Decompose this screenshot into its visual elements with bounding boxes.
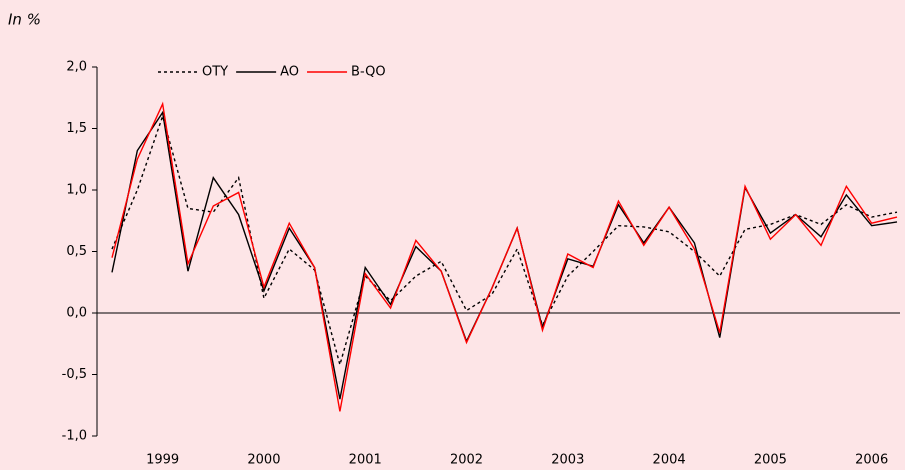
x-tick-label: 2004 [653, 453, 686, 468]
x-tick-label: 2000 [247, 453, 280, 468]
legend-label: AO [280, 65, 299, 80]
unit-label: In % [8, 11, 41, 29]
legend-label: OTY [202, 65, 228, 80]
x-tick-label: 2001 [349, 453, 382, 468]
y-tick-label: 0,0 [66, 306, 87, 321]
x-tick-label: 1999 [146, 453, 179, 468]
y-tick-label: 0,5 [66, 244, 87, 259]
y-tick-label: 1,0 [66, 183, 87, 198]
y-tick-label: 2,0 [66, 60, 87, 75]
line-series [111, 113, 898, 368]
y-tick-label: 1,5 [66, 121, 87, 136]
y-tick-label: -1,0 [62, 429, 87, 444]
line-series [111, 110, 898, 400]
legend-label: B-QO [351, 65, 386, 80]
x-tick-label: 2003 [551, 453, 584, 468]
x-tick-label: 2005 [754, 453, 787, 468]
line-series [111, 101, 898, 412]
y-tick-label: -0,5 [62, 367, 87, 382]
x-tick-label: 2006 [855, 453, 888, 468]
x-tick-label: 2002 [450, 453, 483, 468]
